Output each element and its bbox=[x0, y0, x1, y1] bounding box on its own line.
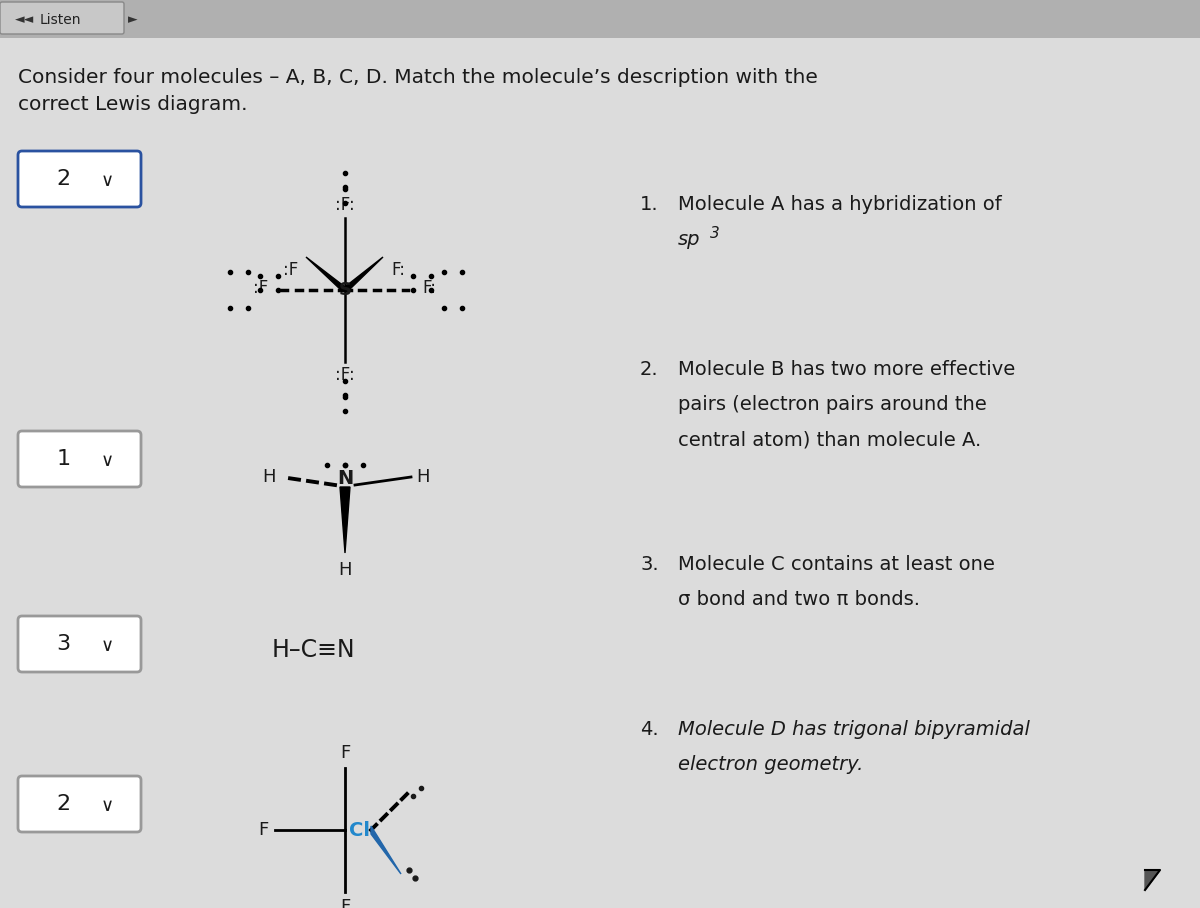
Polygon shape bbox=[1145, 870, 1160, 890]
Text: 3: 3 bbox=[710, 226, 720, 241]
Text: Molecule C contains at least one: Molecule C contains at least one bbox=[678, 555, 995, 574]
Text: H: H bbox=[416, 468, 430, 486]
Text: F: F bbox=[340, 744, 350, 762]
Polygon shape bbox=[371, 826, 401, 874]
Text: S: S bbox=[338, 281, 352, 299]
Text: 3.: 3. bbox=[640, 555, 659, 574]
Text: N: N bbox=[337, 469, 353, 489]
Text: F:: F: bbox=[391, 261, 406, 279]
Text: sp: sp bbox=[678, 230, 701, 249]
FancyBboxPatch shape bbox=[18, 616, 142, 672]
Text: :F:: :F: bbox=[335, 196, 355, 214]
Text: Molecule A has a hybridization of: Molecule A has a hybridization of bbox=[678, 195, 1002, 214]
Text: F: F bbox=[340, 898, 350, 908]
Text: σ bond and two π bonds.: σ bond and two π bonds. bbox=[678, 590, 920, 609]
Text: :F:: :F: bbox=[335, 366, 355, 384]
Text: :F: :F bbox=[283, 261, 298, 279]
Text: ∨: ∨ bbox=[101, 172, 113, 190]
Text: :F: :F bbox=[253, 279, 268, 297]
Bar bbox=[0, 0, 1200, 38]
Text: central atom) than molecule A.: central atom) than molecule A. bbox=[678, 430, 982, 449]
Polygon shape bbox=[341, 257, 383, 290]
Text: ►: ► bbox=[128, 14, 138, 26]
Polygon shape bbox=[340, 487, 350, 553]
FancyBboxPatch shape bbox=[18, 431, 142, 487]
Text: Consider four molecules – A, B, C, D. Match the molecule’s description with the: Consider four molecules – A, B, C, D. Ma… bbox=[18, 68, 818, 87]
Text: Listen: Listen bbox=[40, 13, 82, 27]
Polygon shape bbox=[306, 257, 349, 290]
Text: 1: 1 bbox=[56, 449, 71, 469]
Text: 4.: 4. bbox=[640, 720, 659, 739]
Text: pairs (electron pairs around the: pairs (electron pairs around the bbox=[678, 395, 986, 414]
Text: ∨: ∨ bbox=[101, 452, 113, 470]
Text: H–C≡N: H–C≡N bbox=[272, 638, 355, 662]
Text: Cl: Cl bbox=[349, 821, 370, 840]
Text: ∨: ∨ bbox=[101, 797, 113, 815]
FancyBboxPatch shape bbox=[18, 776, 142, 832]
FancyBboxPatch shape bbox=[0, 2, 124, 34]
Text: H: H bbox=[338, 561, 352, 579]
Text: Molecule B has two more effective: Molecule B has two more effective bbox=[678, 360, 1015, 379]
Text: 2: 2 bbox=[56, 794, 71, 814]
Text: 3: 3 bbox=[56, 634, 71, 654]
Text: ∨: ∨ bbox=[101, 637, 113, 655]
Text: F: F bbox=[259, 821, 269, 839]
Text: 2.: 2. bbox=[640, 360, 659, 379]
Text: ◄◄: ◄◄ bbox=[14, 14, 35, 26]
Text: F:: F: bbox=[422, 279, 436, 297]
FancyBboxPatch shape bbox=[18, 151, 142, 207]
Text: 2: 2 bbox=[56, 169, 71, 189]
Text: H: H bbox=[263, 468, 276, 486]
Text: 1.: 1. bbox=[640, 195, 659, 214]
Text: Molecule D has trigonal bipyramidal: Molecule D has trigonal bipyramidal bbox=[678, 720, 1030, 739]
Text: correct Lewis diagram.: correct Lewis diagram. bbox=[18, 95, 247, 114]
Text: electron geometry.: electron geometry. bbox=[678, 755, 863, 774]
